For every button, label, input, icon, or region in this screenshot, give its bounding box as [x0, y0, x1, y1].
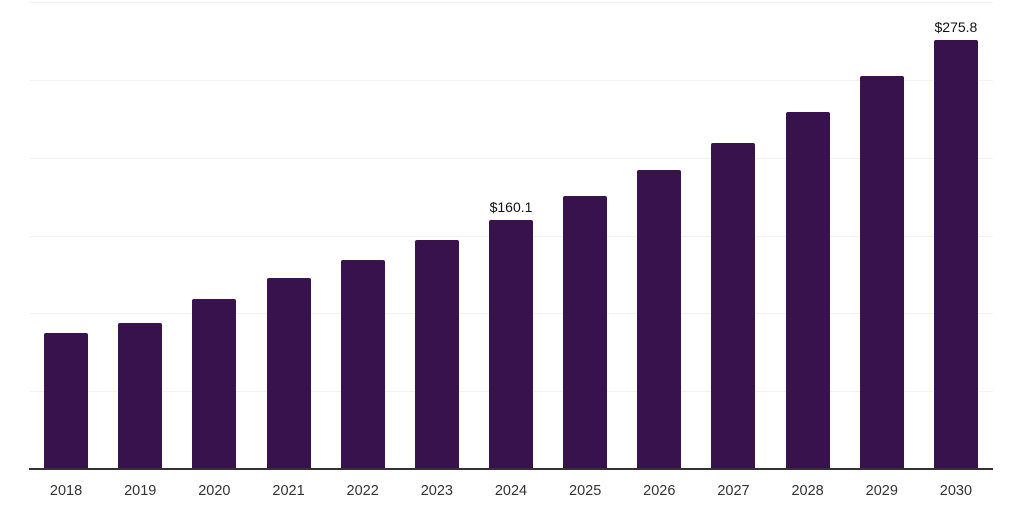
- x-tick-label-2027: 2027: [717, 483, 750, 499]
- bar-2024[interactable]: $160.1: [489, 199, 533, 469]
- bar-value-label-2024: $160.1: [489, 198, 533, 215]
- gridline-300: [29, 2, 993, 3]
- x-axis-line: [29, 468, 993, 470]
- bar-2025[interactable]: [563, 195, 608, 469]
- x-axis-labels: 2018 2019 2020 2021 2022 2023 2024 2025 2026 2027…: [29, 481, 993, 503]
- bar-value-label-2030: $275.8: [934, 18, 978, 35]
- x-tick-label-2024: 2024: [494, 483, 528, 499]
- bar-2030[interactable]: $275.8: [933, 19, 978, 469]
- bar-2028[interactable]: [785, 111, 830, 469]
- x-tick-label-2021: 2021: [272, 483, 305, 499]
- bar-2027[interactable]: [711, 143, 756, 469]
- bar-2026[interactable]: [637, 170, 682, 469]
- gridline-200: [29, 157, 993, 159]
- x-tick-label-2029: 2029: [865, 483, 898, 499]
- x-tick-label-2028: 2028: [791, 483, 824, 499]
- x-tick-label-2019: 2019: [124, 483, 157, 499]
- bar-2029[interactable]: [859, 76, 904, 469]
- x-tick-label-2025: 2025: [569, 483, 602, 499]
- bar-2020[interactable]: [192, 298, 237, 469]
- bar-2018[interactable]: [44, 332, 89, 469]
- x-tick-label-2018: 2018: [49, 483, 83, 499]
- bar-2022[interactable]: [340, 259, 385, 469]
- bar-2019[interactable]: [118, 323, 163, 469]
- plot-area: $160.1 $275.8: [29, 2, 993, 470]
- x-tick-label-2022: 2022: [346, 483, 379, 499]
- x-tick-label-2030: 2030: [939, 483, 973, 499]
- bar-2021[interactable]: [266, 277, 311, 469]
- bar-2023[interactable]: [414, 239, 459, 469]
- x-tick-label-2023: 2023: [420, 483, 453, 499]
- gridline-250: [29, 79, 993, 81]
- x-tick-label-2026: 2026: [643, 483, 676, 499]
- x-tick-label-2020: 2020: [198, 483, 231, 499]
